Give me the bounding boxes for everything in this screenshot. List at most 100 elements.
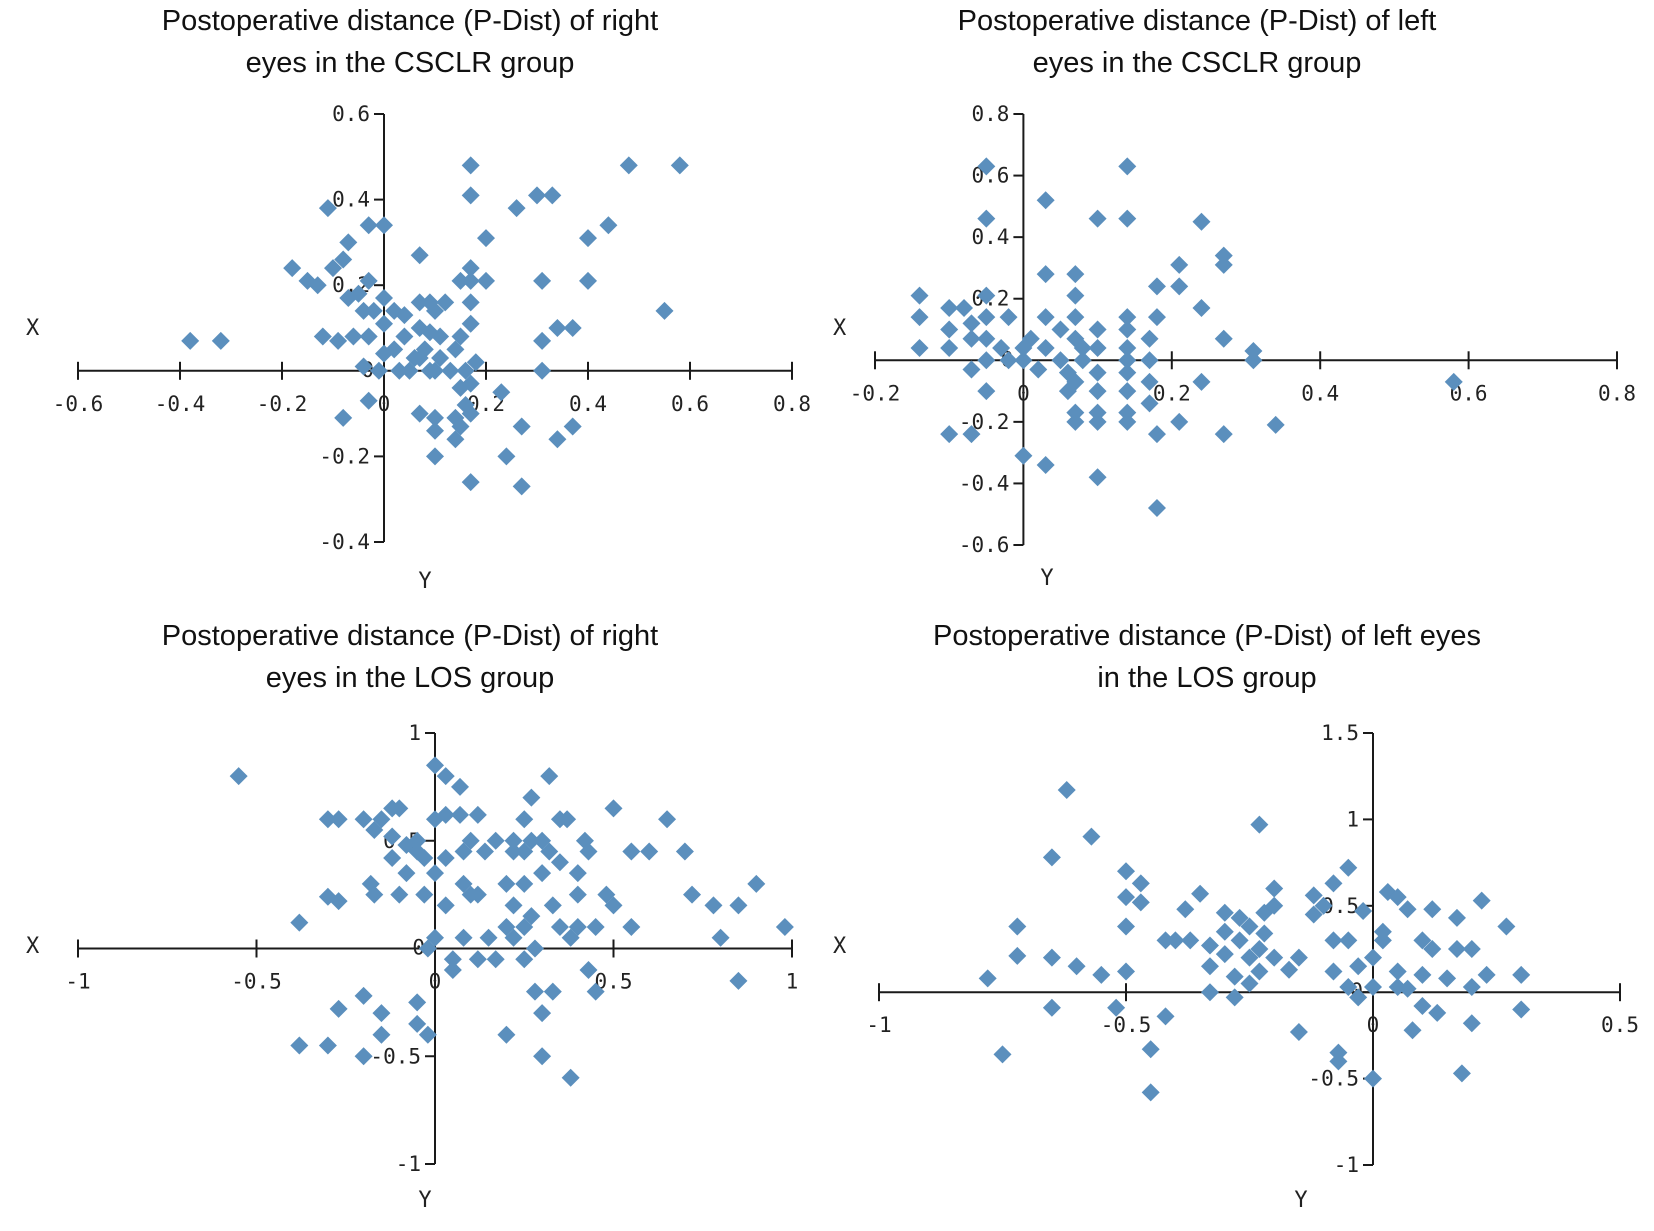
data-point (1304, 886, 1323, 905)
data-point (729, 971, 748, 990)
data-point (461, 831, 480, 850)
data-point (1088, 338, 1107, 357)
data-point (1304, 905, 1323, 924)
data-point (354, 301, 373, 320)
data-point (1051, 351, 1070, 370)
data-point (468, 805, 487, 824)
data-point (1265, 896, 1284, 915)
data-point (1117, 862, 1135, 881)
x-tick-label: -0.5 (1101, 1013, 1152, 1037)
data-point (1118, 351, 1137, 370)
data-point (540, 842, 559, 861)
data-point (962, 329, 981, 348)
data-point (1008, 917, 1027, 936)
data-point (1388, 962, 1407, 981)
data-point (550, 917, 569, 936)
y-axis-label: Y (418, 569, 431, 594)
data-point (349, 284, 368, 303)
data-point (290, 913, 309, 932)
data-point (1266, 415, 1285, 434)
x-tick-label: 0 (1017, 381, 1030, 405)
data-point (1462, 1014, 1481, 1033)
data-point (1324, 931, 1343, 950)
data-point (1107, 998, 1126, 1017)
data-point (359, 327, 378, 346)
data-point (1066, 308, 1085, 327)
data-point (1403, 1021, 1422, 1040)
data-point (910, 338, 929, 357)
data-point (486, 831, 505, 850)
data-point (568, 917, 587, 936)
data-point (1447, 908, 1466, 927)
data-point (512, 477, 531, 496)
data-point (1066, 372, 1085, 391)
y-tick-label: -1 (396, 1152, 421, 1176)
data-point (1472, 891, 1491, 910)
x-tick-label: -0.2 (850, 381, 901, 405)
data-point (504, 831, 523, 850)
data-point (1214, 329, 1233, 348)
data-point (418, 1025, 437, 1044)
data-point (540, 767, 559, 786)
data-point (1265, 879, 1284, 898)
data-point (479, 928, 498, 947)
data-point (579, 961, 598, 980)
data-point (1117, 917, 1135, 936)
data-point (451, 327, 470, 346)
data-point (1118, 209, 1137, 228)
x-tick-label: 0.2 (1153, 381, 1191, 405)
data-point (372, 1004, 391, 1023)
data-point (586, 982, 605, 1001)
data-point (1014, 446, 1033, 465)
data-point (543, 982, 562, 1001)
data-point (431, 348, 450, 367)
data-point (1339, 931, 1358, 950)
data-point (1244, 342, 1263, 361)
data-point (418, 939, 437, 958)
data-point (940, 320, 959, 339)
data-point (962, 360, 981, 379)
y-tick-label: -0.4 (959, 471, 1010, 495)
data-point (1512, 965, 1531, 984)
data-point (1156, 1007, 1175, 1026)
data-point (426, 408, 444, 427)
data-point (383, 848, 402, 867)
data-point (977, 329, 996, 348)
x-axis-label: X (26, 316, 40, 341)
data-point (1118, 382, 1137, 401)
data-point (1088, 403, 1107, 422)
data-point (1329, 1052, 1348, 1071)
data-point (910, 308, 929, 327)
data-point (978, 969, 997, 988)
data-point (1117, 888, 1135, 907)
data-point (375, 289, 393, 308)
data-point (329, 810, 348, 829)
data-point (492, 383, 511, 402)
chart-panel-2: Postoperative distance (P-Dist) of left … (827, 0, 1654, 600)
x-axis-label: X (833, 316, 847, 341)
y-tick-label: -0.5 (1308, 1067, 1359, 1091)
data-point (1512, 1000, 1531, 1019)
data-point (441, 361, 460, 380)
data-point (229, 767, 248, 786)
x-tick-label: 0.6 (671, 392, 709, 416)
data-point (622, 917, 641, 936)
data-point (1067, 957, 1086, 976)
data-point (408, 842, 427, 861)
data-point (313, 327, 332, 346)
data-point (1147, 277, 1166, 296)
data-point (525, 939, 544, 958)
y-tick-label: -0.6 (959, 533, 1010, 557)
scatter-plot: -1-0.500.5-1-0.50.511.50XY (833, 721, 1639, 1213)
data-point (443, 950, 462, 969)
data-point (1250, 940, 1269, 958)
data-point (1166, 931, 1185, 950)
data-point (1073, 351, 1092, 370)
data-point (397, 864, 416, 883)
data-point (408, 831, 427, 850)
y-tick-label: 1 (408, 721, 421, 745)
data-point (533, 331, 552, 350)
data-point (181, 331, 200, 350)
data-point (1170, 255, 1189, 274)
data-point (561, 928, 580, 947)
